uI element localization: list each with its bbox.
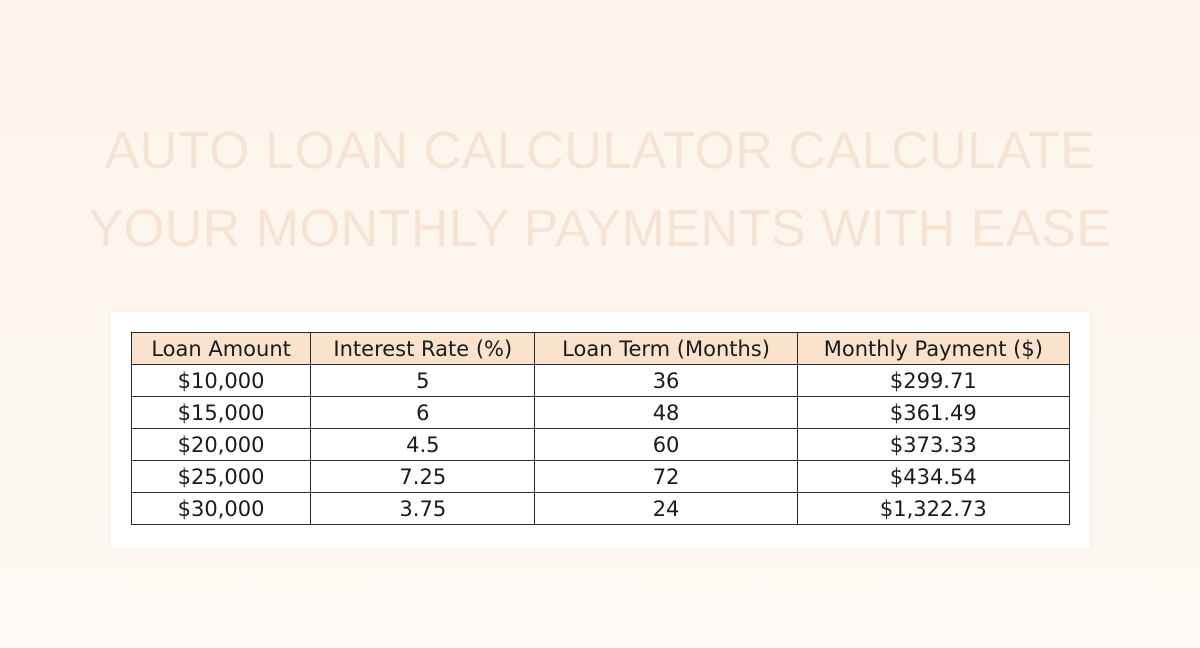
cell-loan-amount: $30,000 (130, 492, 312, 525)
header-loan-term: Loan Term (Months) (534, 332, 798, 365)
cell-monthly-payment: $1,322.73 (796, 492, 1071, 525)
cell-monthly-payment: $361.49 (796, 396, 1071, 429)
page-title: AUTO LOAN CALCULATOR CALCULATE YOUR MONT… (0, 112, 1200, 268)
cell-loan-amount: $25,000 (130, 460, 312, 493)
table-row: $20,000 4.5 60 $373.33 (130, 428, 1071, 461)
cell-monthly-payment: $299.71 (796, 364, 1071, 397)
table-row: $10,000 5 36 $299.71 (130, 364, 1071, 397)
table-body: $10,000 5 36 $299.71 $15,000 6 48 $361.4… (130, 364, 1071, 525)
cell-interest-rate: 5 (310, 364, 536, 397)
cell-loan-amount: $20,000 (130, 428, 312, 461)
header-loan-amount: Loan Amount (130, 332, 312, 365)
cell-loan-term: 24 (534, 492, 798, 525)
cell-loan-term: 72 (534, 460, 798, 493)
cell-interest-rate: 7.25 (310, 460, 536, 493)
table-row: $25,000 7.25 72 $434.54 (130, 460, 1071, 493)
cell-loan-term: 60 (534, 428, 798, 461)
cell-loan-amount: $15,000 (130, 396, 312, 429)
cell-loan-term: 48 (534, 396, 798, 429)
page-title-line-2: YOUR MONTHLY PAYMENTS WITH EASE (88, 200, 1112, 258)
table-card: Loan Amount Interest Rate (%) Loan Term … (111, 312, 1090, 548)
cell-interest-rate: 3.75 (310, 492, 536, 525)
cell-monthly-payment: $434.54 (796, 460, 1071, 493)
header-interest-rate: Interest Rate (%) (310, 332, 536, 365)
cell-interest-rate: 6 (310, 396, 536, 429)
table-row: $30,000 3.75 24 $1,322.73 (130, 492, 1071, 525)
cell-loan-term: 36 (534, 364, 798, 397)
cell-monthly-payment: $373.33 (796, 428, 1071, 461)
cell-loan-amount: $10,000 (130, 364, 312, 397)
cell-interest-rate: 4.5 (310, 428, 536, 461)
page-title-line-1: AUTO LOAN CALCULATOR CALCULATE (104, 122, 1096, 180)
table-row: $15,000 6 48 $361.49 (130, 396, 1071, 429)
table-header: Loan Amount Interest Rate (%) Loan Term … (130, 332, 1071, 365)
header-row: Loan Amount Interest Rate (%) Loan Term … (130, 332, 1071, 365)
header-monthly-payment: Monthly Payment ($) (796, 332, 1071, 365)
loan-table: Loan Amount Interest Rate (%) Loan Term … (130, 332, 1071, 525)
